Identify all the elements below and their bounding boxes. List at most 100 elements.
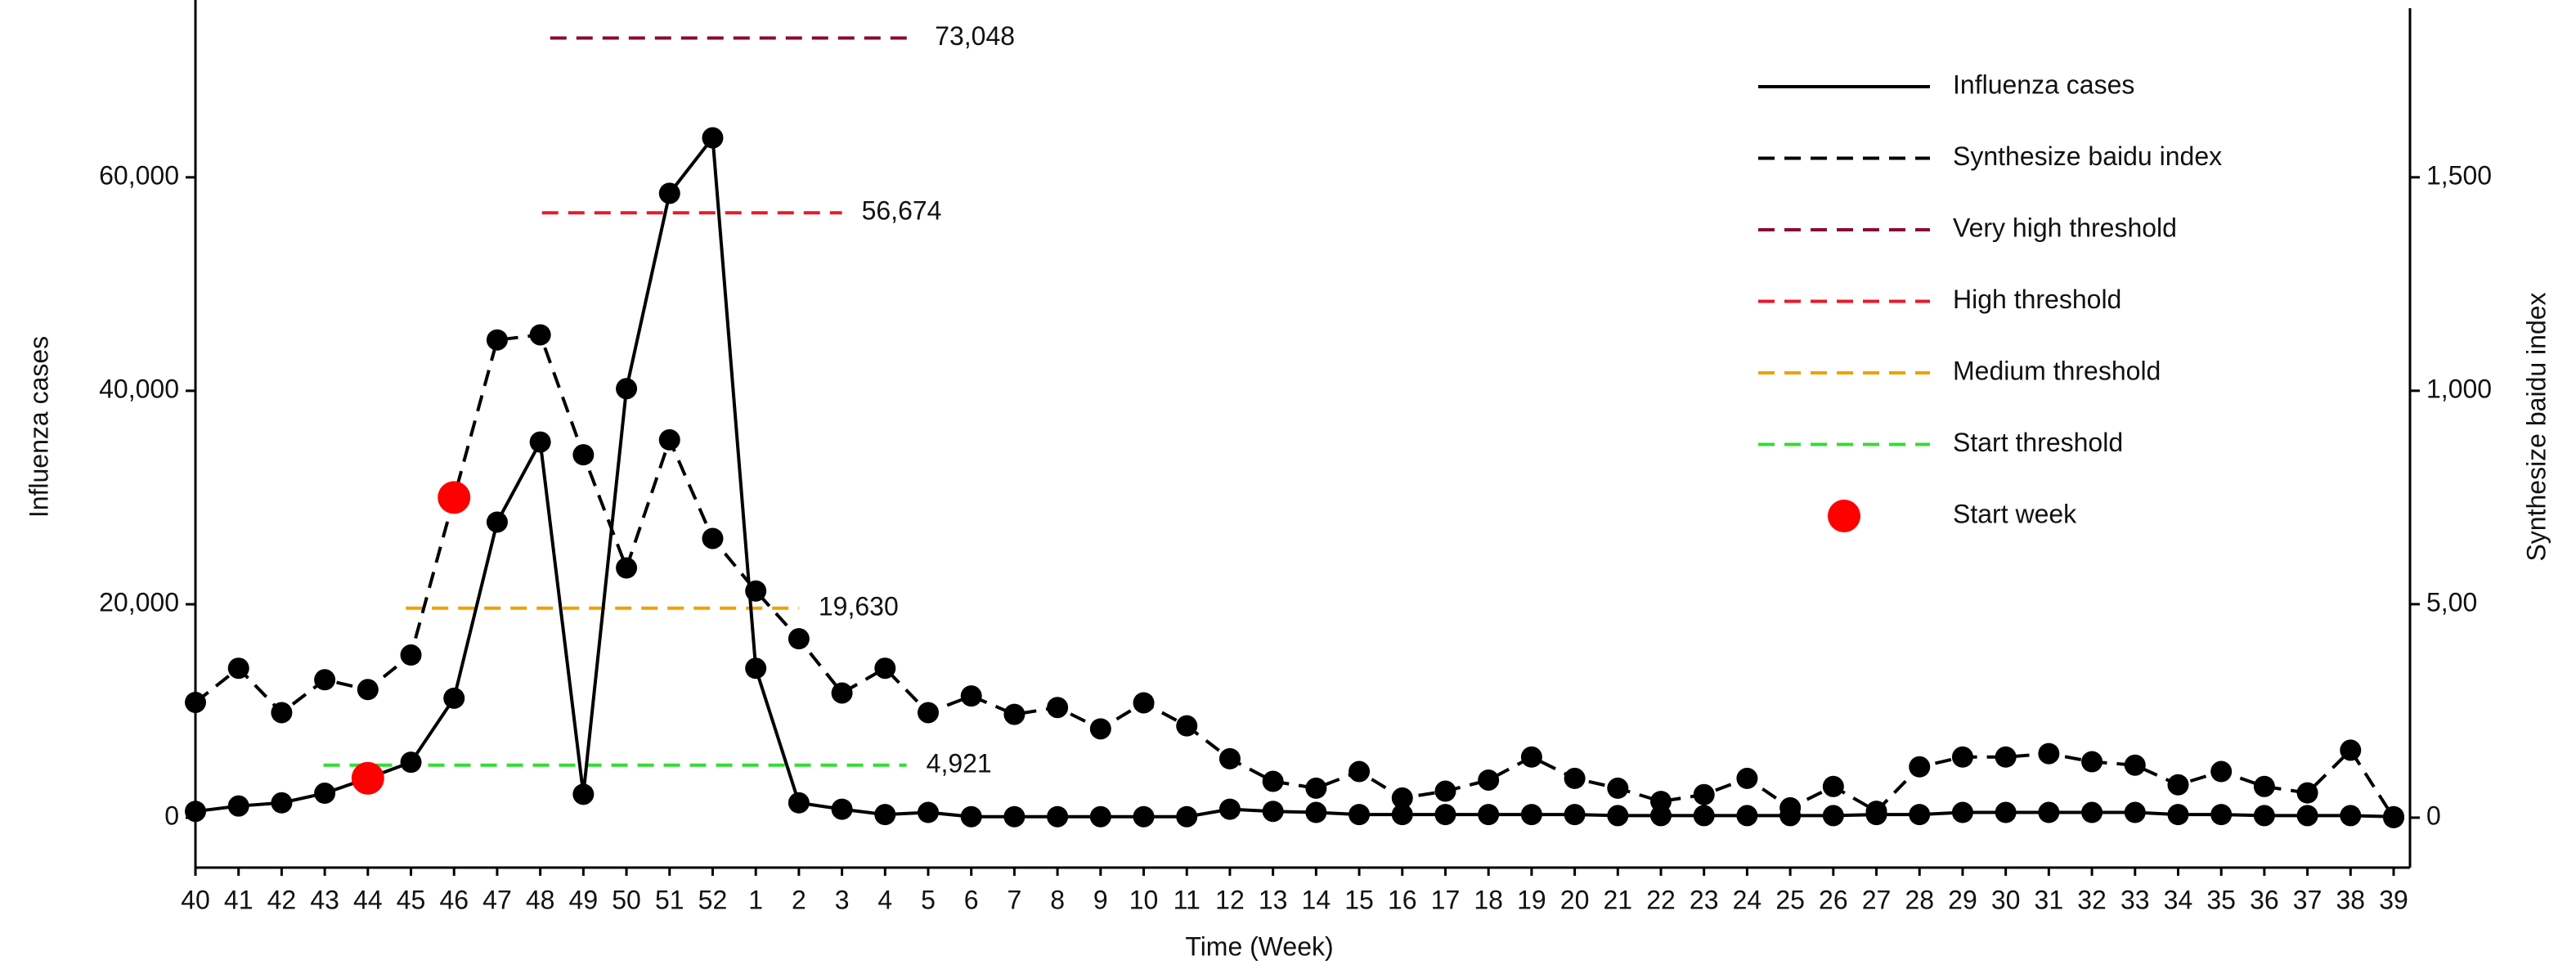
- data-point: [1133, 805, 1155, 828]
- data-point: [616, 378, 638, 400]
- legend-swatch: [1828, 500, 1860, 532]
- x-tick-label: 41: [224, 885, 254, 914]
- data-point: [1995, 801, 2017, 823]
- data-point: [1176, 715, 1198, 737]
- data-point: [1218, 747, 1241, 769]
- y2-tick-label: 5,00: [2426, 587, 2477, 617]
- x-tick-label: 47: [482, 885, 512, 914]
- x-tick-label: 39: [2379, 885, 2408, 914]
- x-tick-label: 13: [1259, 885, 1288, 914]
- data-point: [1607, 777, 1629, 799]
- data-point: [1865, 801, 1887, 823]
- legend-label: Medium threshold: [1953, 356, 2161, 385]
- series-line: [195, 133, 2394, 819]
- x-tick-label: 14: [1302, 885, 1331, 914]
- data-point: [1822, 805, 1844, 827]
- x-tick-label: 25: [1775, 885, 1805, 914]
- x-tick-label: 9: [1093, 885, 1108, 914]
- legend-label: Start threshold: [1953, 428, 2123, 457]
- y2-tick-label: 0: [2426, 801, 2441, 830]
- data-point: [2210, 760, 2233, 783]
- data-point: [1736, 767, 1758, 789]
- data-point: [788, 792, 810, 814]
- x-tick-label: 52: [698, 885, 728, 914]
- data-point: [1995, 746, 2017, 768]
- data-point: [1951, 746, 1973, 768]
- data-point: [1003, 703, 1025, 725]
- data-point: [1047, 697, 1069, 719]
- data-point: [1434, 804, 1456, 826]
- x-tick-label: 22: [1646, 885, 1676, 914]
- y-tick-label: 60,000: [99, 160, 179, 190]
- x-tick-label: 6: [964, 885, 979, 914]
- data-point: [2296, 805, 2318, 827]
- data-point: [227, 795, 249, 817]
- x-tick-label: 42: [267, 885, 297, 914]
- data-point: [1607, 805, 1629, 827]
- data-point: [2124, 801, 2146, 823]
- x-tick-label: 50: [612, 885, 641, 914]
- x-tick-label: 35: [2206, 885, 2236, 914]
- data-point: [1564, 804, 1586, 826]
- data-point: [1478, 804, 1500, 826]
- x-tick-label: 44: [353, 885, 383, 914]
- data-point: [702, 527, 724, 550]
- x-tick-label: 32: [2077, 885, 2107, 914]
- data-point: [1262, 801, 1284, 823]
- data-point: [658, 182, 680, 204]
- data-point: [2383, 806, 2404, 828]
- threshold-label: 4,921: [927, 748, 992, 778]
- data-point: [831, 798, 853, 820]
- data-point: [2167, 774, 2189, 796]
- data-point: [443, 687, 465, 709]
- data-point: [486, 511, 508, 533]
- data-point: [1434, 780, 1456, 802]
- data-point: [1520, 746, 1542, 768]
- x-axis-title: Time (Week): [1185, 931, 1333, 961]
- data-point: [1089, 718, 1111, 740]
- data-point: [658, 428, 680, 451]
- data-point: [1047, 805, 1069, 828]
- data-point: [227, 657, 249, 680]
- data-point: [960, 805, 982, 828]
- data-point: [1478, 769, 1500, 791]
- data-point: [745, 657, 767, 680]
- x-tick-label: 7: [1008, 885, 1022, 914]
- x-tick-label: 10: [1129, 885, 1159, 914]
- y-tick-label: 0: [164, 801, 179, 830]
- data-point: [1693, 783, 1715, 805]
- data-point: [1305, 801, 1327, 823]
- y-axis-title: Influenza cases: [24, 336, 53, 518]
- data-point: [2038, 801, 2060, 823]
- start-week-marker: [351, 761, 384, 795]
- data-point: [2253, 775, 2275, 797]
- data-point: [185, 801, 206, 823]
- data-point: [1520, 804, 1542, 826]
- threshold-label: 73,048: [935, 21, 1015, 51]
- x-tick-label: 37: [2293, 885, 2322, 914]
- x-tick-label: 24: [1733, 885, 1762, 914]
- legend-label: Start week: [1953, 499, 2077, 528]
- x-tick-label: 2: [792, 885, 806, 914]
- data-point: [1693, 805, 1715, 827]
- data-point: [2296, 782, 2318, 804]
- data-point: [185, 691, 206, 713]
- data-point: [1650, 791, 1672, 813]
- threshold-label: 56,674: [862, 196, 942, 226]
- data-point: [1822, 775, 1844, 797]
- data-point: [1951, 801, 1973, 823]
- data-point: [314, 669, 336, 691]
- x-tick-label: 31: [2035, 885, 2064, 914]
- x-tick-label: 29: [1948, 885, 1977, 914]
- data-point: [918, 801, 939, 823]
- x-tick-label: 5: [921, 885, 936, 914]
- data-point: [1262, 770, 1284, 792]
- legend-label: Influenza cases: [1953, 70, 2134, 99]
- legend-label: Very high threshold: [1953, 213, 2177, 242]
- x-tick-label: 20: [1560, 885, 1590, 914]
- data-point: [1564, 767, 1586, 789]
- data-point: [1391, 804, 1413, 826]
- legend-label: High threshold: [1953, 285, 2121, 314]
